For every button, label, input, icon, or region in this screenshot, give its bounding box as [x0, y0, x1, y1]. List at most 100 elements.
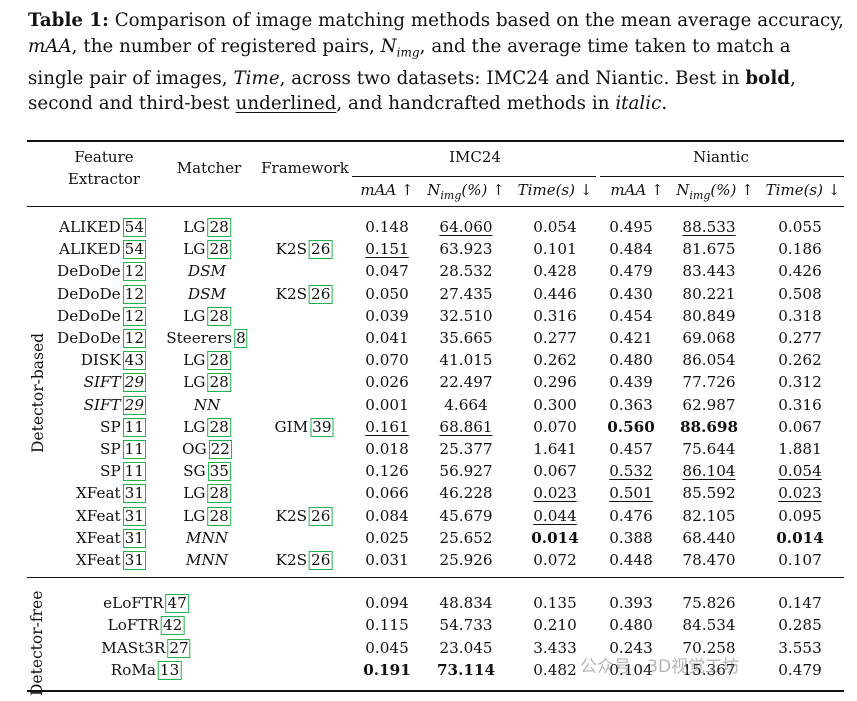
value-cell: 62.987 — [682, 395, 736, 414]
citation-ref[interactable]: 26 — [309, 284, 333, 304]
value-cell: 0.018 — [365, 440, 409, 458]
citation-ref[interactable]: 54 — [122, 240, 146, 260]
citation-ref[interactable]: 31 — [122, 484, 146, 504]
feature-extractor-cell: DeDoDe 12 — [57, 306, 146, 326]
value-cell: 25.377 — [439, 440, 493, 458]
value-cell: 0.495 — [609, 218, 653, 236]
value-cell: 3.433 — [533, 638, 577, 657]
citation-ref[interactable]: 35 — [207, 462, 231, 482]
matcher-cell: LG 28 — [183, 506, 231, 526]
value-cell: 0.501 — [609, 484, 653, 503]
value-cell: 81.675 — [682, 240, 736, 259]
matcher-name: MNN — [185, 551, 229, 569]
citation-ref[interactable]: 31 — [122, 506, 146, 526]
citation-ref[interactable]: 31 — [122, 528, 146, 548]
citation-ref[interactable]: 11 — [122, 417, 146, 437]
top-rule — [27, 140, 844, 142]
value-cell: 86.104 — [682, 462, 736, 481]
citation-ref[interactable]: 31 — [122, 551, 146, 570]
value-cell: 0.070 — [533, 417, 577, 436]
value-cell: 0.428 — [533, 262, 577, 281]
feature-extractor-cell: SP 11 — [100, 461, 146, 482]
matcher-name: LG — [183, 506, 206, 525]
feature-extractor-cell: RoMa 13 — [111, 660, 182, 680]
citation-ref[interactable]: 12 — [122, 284, 146, 304]
value-cell: 88.533 — [682, 218, 736, 236]
value-cell: 0.479 — [609, 262, 653, 281]
value-cell: 0.318 — [778, 306, 822, 325]
value-cell: 3.553 — [778, 638, 822, 657]
header-imc-maa: mAA ↑ — [360, 181, 414, 199]
citation-ref[interactable]: 47 — [165, 594, 189, 613]
framework-cell: GIM 39 — [274, 417, 334, 437]
framework-name: K2S — [275, 551, 308, 569]
citation-ref[interactable]: 12 — [122, 329, 146, 348]
framework-cell: K2S 26 — [276, 550, 333, 570]
citation-ref[interactable]: 39 — [310, 417, 334, 437]
value-cell: 41.015 — [439, 351, 493, 370]
value-cell: 84.534 — [682, 616, 736, 635]
citation-ref[interactable]: 28 — [207, 218, 231, 237]
value-cell: 0.054 — [778, 462, 822, 481]
citation-ref[interactable]: 28 — [207, 351, 231, 371]
value-cell: 0.001 — [365, 395, 409, 414]
value-cell: 0.446 — [533, 284, 577, 303]
caption-nimg: Nimg — [380, 35, 420, 60]
citation-ref[interactable]: 54 — [122, 218, 146, 237]
citation-ref[interactable]: 12 — [122, 306, 146, 326]
value-cell: 0.191 — [363, 660, 411, 679]
value-cell: 0.476 — [609, 506, 653, 525]
value-cell: 22.497 — [439, 373, 493, 392]
value-cell: 4.664 — [444, 395, 488, 414]
value-cell: 0.151 — [365, 240, 409, 259]
feature-extractor-name: XFeat — [76, 551, 121, 569]
value-cell: 0.039 — [365, 306, 409, 325]
citation-ref[interactable]: 43 — [122, 351, 146, 371]
citation-ref[interactable]: 29 — [122, 373, 146, 393]
citation-ref[interactable]: 8 — [234, 329, 248, 348]
caption-text-2: , the number of registered pairs, — [71, 35, 381, 57]
citation-ref[interactable]: 11 — [122, 440, 146, 459]
citation-ref[interactable]: 28 — [207, 484, 231, 504]
niantic-group-line — [600, 176, 844, 177]
value-cell: 80.849 — [682, 306, 736, 325]
citation-ref[interactable]: 12 — [122, 262, 146, 282]
matcher-name: LG — [183, 484, 206, 503]
citation-ref[interactable]: 26 — [309, 506, 333, 526]
citation-ref[interactable]: 28 — [207, 240, 231, 260]
matcher-name: LG — [183, 218, 206, 236]
value-cell: 23.045 — [439, 638, 493, 657]
value-cell: 0.262 — [778, 351, 822, 370]
value-cell: 0.277 — [533, 329, 577, 347]
citation-ref[interactable]: 13 — [157, 660, 182, 680]
citation-ref[interactable]: 28 — [207, 306, 231, 326]
citation-ref[interactable]: 29 — [122, 395, 146, 415]
citation-ref[interactable]: 27 — [167, 638, 191, 658]
citation-ref[interactable]: 11 — [122, 462, 146, 482]
matcher-cell: MNN — [186, 528, 228, 548]
citation-ref[interactable]: 28 — [207, 417, 231, 437]
bottom-rule — [27, 690, 844, 692]
value-cell: 0.210 — [533, 616, 577, 635]
caption-text-7: . — [661, 93, 668, 115]
citation-ref[interactable]: 22 — [208, 440, 232, 459]
value-cell: 0.084 — [365, 506, 409, 525]
value-cell: 0.363 — [609, 395, 653, 414]
value-cell: 0.393 — [609, 594, 653, 612]
value-cell: 0.186 — [778, 240, 822, 259]
citation-ref[interactable]: 28 — [207, 373, 231, 393]
framework-name: K2S — [275, 284, 308, 303]
group-rule — [27, 577, 844, 578]
citation-ref[interactable]: 26 — [309, 551, 333, 570]
imc24-group-line — [352, 176, 596, 177]
citation-ref[interactable]: 28 — [207, 506, 231, 526]
framework-name: K2S — [275, 240, 308, 259]
matcher-name: LG — [183, 373, 206, 392]
feature-extractor-name: XFeat — [76, 484, 121, 503]
citation-ref[interactable]: 42 — [161, 616, 185, 636]
header-imc-time: Time(s) ↓ — [517, 181, 593, 199]
value-cell: 56.927 — [439, 462, 493, 481]
feature-extractor-cell: XFeat 31 — [76, 506, 146, 526]
citation-ref[interactable]: 26 — [309, 240, 333, 260]
header-framework: Framework — [261, 159, 349, 177]
